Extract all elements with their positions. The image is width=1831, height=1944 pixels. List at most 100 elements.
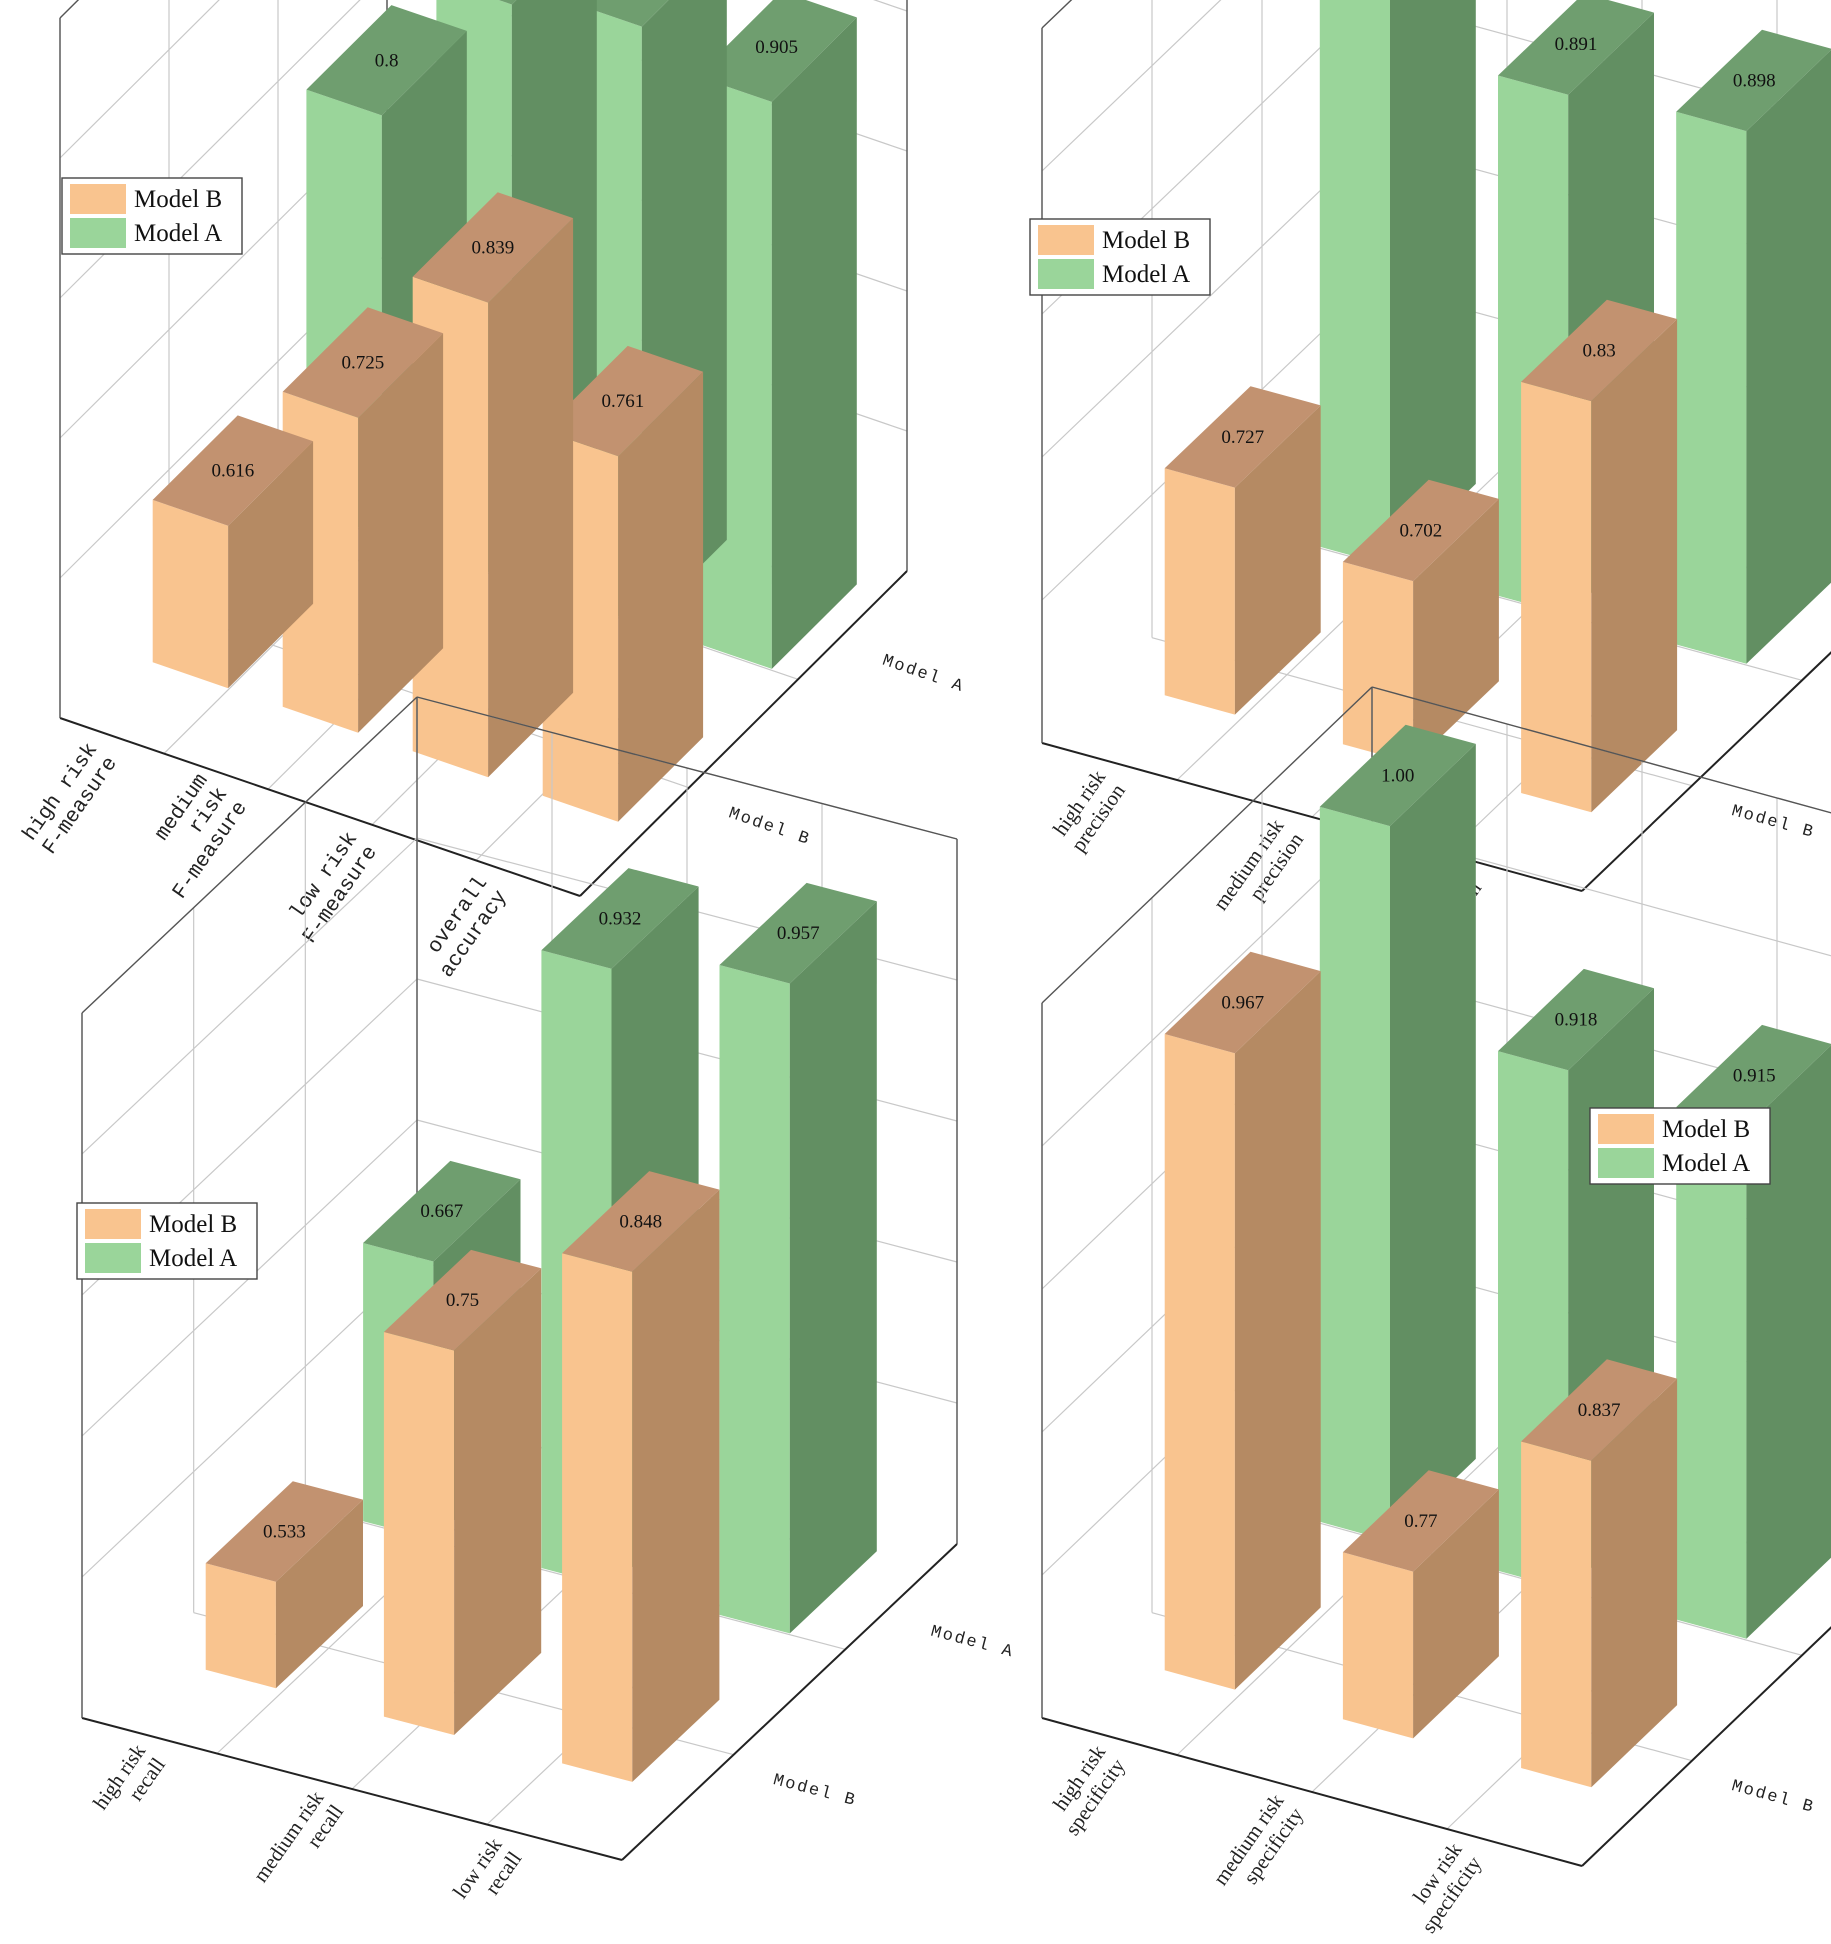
bar-model-b-3: 0.837 — [1521, 1359, 1678, 1788]
bar-top-face — [498, 0, 517, 5]
frame-line — [1371, 686, 1831, 814]
bar-front-face — [562, 1253, 633, 1782]
grid-line — [1041, 0, 1222, 172]
bar-value-label: 0.667 — [420, 1201, 463, 1222]
bar-side-face — [632, 1189, 720, 1782]
bar-top-face — [1676, 1024, 1831, 1127]
bar-model-a-3: 0.915 — [1676, 1024, 1831, 1639]
chart-fmeasure: 0.9050.9270.9110.80.7610.8390.7250.616hi… — [19, 0, 967, 982]
bar-side-face — [1390, 743, 1476, 1542]
bar-value-label: 0.727 — [1221, 427, 1264, 448]
legend-entry: Model B — [1102, 227, 1190, 254]
legend-swatch — [1038, 225, 1094, 255]
bar-value-label: 0.839 — [472, 237, 515, 258]
bar-value-label: 0.8 — [375, 50, 399, 71]
axis-line — [1041, 1717, 1583, 1867]
legend: Model B Model A — [76, 1202, 258, 1280]
grid-line — [1041, 829, 1373, 1147]
bar-top-face — [152, 415, 314, 526]
grid-line — [81, 1260, 418, 1578]
bar-model-a-3: 0.957 — [719, 882, 877, 1634]
bar-side-face — [1234, 405, 1321, 715]
legend-entry: Model A — [1662, 1150, 1750, 1177]
bar-side-face — [228, 441, 314, 689]
bar-front-face — [1342, 1552, 1414, 1739]
bar-value-label: 0.967 — [1221, 993, 1264, 1014]
legend: Model B Model A — [1029, 218, 1211, 296]
bar-top-face — [1164, 951, 1321, 1054]
legend-swatch — [1038, 259, 1094, 289]
legend-entry: Model B — [1662, 1116, 1750, 1143]
legend-swatch — [1598, 1114, 1654, 1144]
bar-model-b-1: 0.967 — [1164, 951, 1321, 1690]
bar-front-face — [1342, 561, 1414, 764]
bar-front-face — [152, 499, 229, 689]
grid-line — [59, 0, 220, 159]
bar-value-label: 0.761 — [602, 391, 645, 412]
legend-entry: Model A — [149, 1245, 237, 1272]
bar-model-b-2: 0.725 — [282, 307, 444, 733]
depth-axis-label: Model B — [771, 1771, 858, 1811]
bar-side-face — [1390, 0, 1476, 567]
bar-side-face — [1234, 971, 1321, 1690]
legend-entry: Model B — [134, 186, 222, 213]
bar-model-b-2: 0.75 — [383, 1249, 542, 1735]
bar-model-a-1: 1.00 — [1319, 724, 1476, 1542]
legend-swatch — [70, 184, 126, 214]
bar-side-face — [1746, 50, 1831, 664]
bar-front-face — [1319, 806, 1390, 1542]
chart-specificity: 0.915 0.918 1.00 0.837 0.77 0.967 high riskspe… — [1041, 686, 1831, 1937]
legend-swatch — [85, 1243, 141, 1273]
bar-value-label: 0.702 — [1400, 520, 1443, 541]
depth-axis-label: Model A — [928, 1623, 1015, 1663]
bar-top-face — [1342, 479, 1499, 582]
bar-side-face — [1591, 319, 1678, 813]
bar-side-face — [1413, 1489, 1499, 1739]
bar-front-face — [205, 1563, 276, 1689]
bar-model-b-2: 0.77 — [1342, 1470, 1499, 1739]
bar-value-label: 0.957 — [777, 923, 820, 944]
bar-top-face — [1521, 1359, 1678, 1461]
bar-top-face — [1342, 1470, 1499, 1572]
bar-side-face — [275, 1499, 363, 1689]
bar-model-b-1: 0.727 — [1164, 386, 1321, 715]
bar-value-label: 0.891 — [1555, 34, 1598, 55]
grid-line — [59, 0, 79, 19]
bar-side-face — [1591, 1378, 1678, 1788]
bar-top-face — [719, 882, 877, 984]
depth-axis-label: Model B — [1729, 802, 1816, 843]
bar-top-face — [1676, 29, 1831, 132]
legend-swatch — [1598, 1148, 1654, 1178]
bar-value-label: 0.918 — [1555, 1010, 1598, 1031]
bar-side-face — [454, 1268, 542, 1735]
legend-entry: Model B — [149, 1211, 237, 1238]
bar-top-face — [1164, 386, 1321, 488]
axis-line — [621, 1543, 958, 1861]
bar-side-face — [1746, 1045, 1831, 1639]
bar-front-face — [1521, 1441, 1592, 1788]
bar-model-b-1: 0.616 — [152, 415, 314, 689]
depth-axis-label: Model B — [726, 805, 813, 851]
bar-top-face — [363, 1160, 521, 1262]
bar-top-face — [562, 1171, 720, 1272]
legend-swatch — [70, 218, 126, 248]
legend: Model B Model A — [61, 177, 243, 255]
bar-top-face — [306, 5, 467, 116]
axis-line — [1041, 742, 1583, 892]
bar-front-face — [1164, 1034, 1235, 1690]
bar-model-b-1: 0.533 — [205, 1481, 363, 1689]
bar-top-face — [542, 345, 704, 457]
